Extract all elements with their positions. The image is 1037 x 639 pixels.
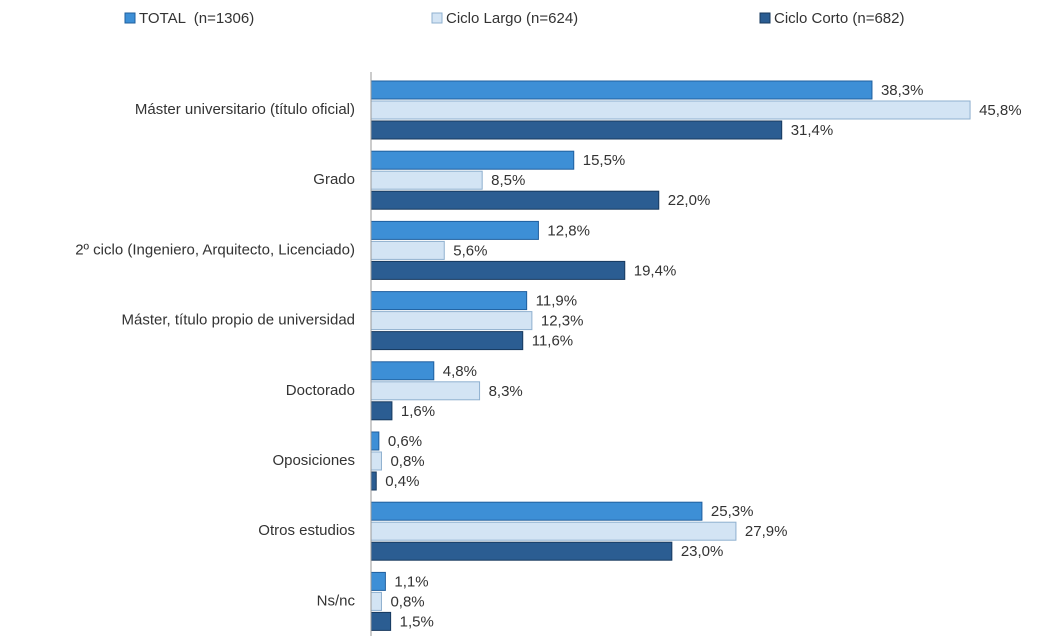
value-label: 4,8%	[443, 363, 477, 380]
bar	[370, 611, 392, 631]
category-label: Grado	[313, 171, 355, 188]
bar	[370, 150, 575, 170]
category-label: Doctorado	[286, 382, 355, 399]
bar	[370, 220, 539, 240]
category-label: Máster universitario (título oficial)	[135, 101, 355, 118]
bar	[370, 291, 528, 311]
bar	[370, 401, 393, 421]
bar	[370, 331, 524, 351]
value-label: 8,3%	[489, 383, 523, 400]
legend-label: Ciclo Largo (n=624)	[446, 10, 578, 27]
value-label: 0,4%	[385, 473, 419, 490]
bar	[370, 541, 673, 561]
bar	[370, 240, 445, 260]
bar	[370, 80, 873, 100]
bar	[370, 170, 483, 190]
value-label: 5,6%	[453, 242, 487, 259]
legend-label: TOTAL (n=1306)	[139, 10, 254, 27]
legend-swatch	[759, 12, 771, 24]
bar	[370, 471, 377, 491]
value-label: 45,8%	[979, 102, 1022, 119]
legend-swatch	[431, 12, 443, 24]
legend-swatch	[124, 12, 136, 24]
bar	[370, 120, 783, 140]
value-label: 23,0%	[681, 543, 724, 560]
value-label: 1,6%	[401, 403, 435, 420]
bar	[370, 260, 626, 280]
category-label: 2º ciclo (Ingeniero, Arquitecto, Licenci…	[75, 241, 355, 258]
category-label: Otros estudios	[258, 522, 355, 539]
value-label: 22,0%	[668, 192, 711, 209]
bar	[370, 361, 435, 381]
bar	[370, 311, 533, 331]
bar	[370, 571, 386, 591]
bar	[370, 431, 380, 451]
category-label: Oposiciones	[272, 452, 355, 469]
value-label: 38,3%	[881, 82, 924, 99]
value-label: 11,6%	[532, 333, 573, 350]
bar	[370, 501, 703, 521]
bar	[370, 190, 660, 210]
bar	[370, 381, 481, 401]
value-label: 27,9%	[745, 523, 788, 540]
category-label: Ns/nc	[317, 592, 356, 609]
value-label: 1,5%	[400, 613, 434, 630]
value-label: 19,4%	[634, 262, 677, 279]
bar	[370, 451, 382, 471]
value-label: 31,4%	[791, 122, 834, 139]
value-label: 0,8%	[390, 593, 424, 610]
value-label: 12,3%	[541, 313, 584, 330]
category-label: Máster, título propio de universidad	[122, 312, 355, 329]
value-label: 25,3%	[711, 503, 754, 520]
bar	[370, 591, 382, 611]
bar	[370, 521, 737, 541]
value-label: 12,8%	[547, 222, 590, 239]
value-label: 8,5%	[491, 172, 525, 189]
legend-label: Ciclo Corto (n=682)	[774, 10, 904, 27]
value-label: 15,5%	[583, 152, 626, 169]
value-label: 0,8%	[390, 453, 424, 470]
value-label: 0,6%	[388, 433, 422, 450]
value-label: 11,9%	[536, 293, 577, 310]
bar	[370, 100, 971, 120]
value-label: 1,1%	[394, 573, 428, 590]
